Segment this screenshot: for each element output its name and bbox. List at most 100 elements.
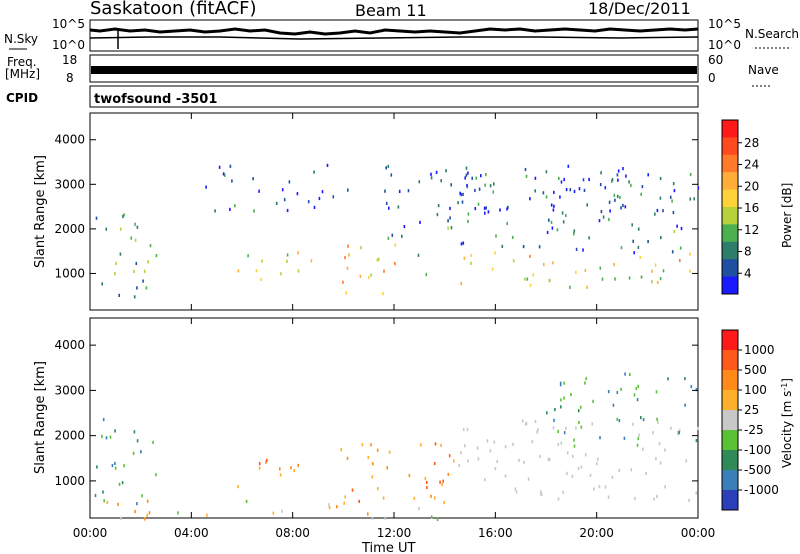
power-cell: [659, 277, 662, 281]
nsky-trace: [89, 27, 699, 36]
power-cell: [489, 184, 492, 188]
power-cell: [565, 213, 567, 218]
colorbar-segment: [722, 350, 738, 371]
velocity-cell: [376, 448, 379, 452]
velocity-cell: [695, 388, 698, 392]
velocity-cell: [476, 446, 479, 450]
velocity-cell: [237, 485, 239, 489]
power-cell: [229, 164, 232, 168]
power-cell: [275, 201, 278, 205]
velocity-cell: [279, 473, 282, 477]
power-cell: [548, 218, 550, 222]
power-cell: [286, 253, 289, 257]
power-cell: [346, 266, 349, 270]
velocity-cell: [656, 494, 658, 499]
colorbar-tick-label: -500: [744, 463, 771, 477]
power-cell: [119, 227, 122, 231]
colorbar-segment: [722, 490, 738, 511]
colorbar-segment: [722, 207, 738, 225]
power-cell: [613, 262, 615, 267]
velocity-cell: [148, 511, 151, 515]
velocity-cell: [367, 512, 369, 516]
velocity-cell: [527, 477, 530, 481]
velocity-cell: [118, 482, 121, 486]
velocity-cell: [155, 473, 157, 477]
velocity-cell: [328, 505, 331, 510]
velocity-cell: [633, 393, 636, 397]
velocity-cell: [557, 497, 560, 501]
velocity-cell: [386, 466, 388, 470]
power-cell: [631, 223, 633, 227]
velocity-colorbar: 1000 500 100 25 -25 -100 -500 -1000: [721, 329, 779, 511]
velocity-cell: [560, 398, 562, 402]
x-tick-label: 16:00: [478, 526, 513, 540]
velocity-cell: [656, 417, 658, 421]
velocity-cell: [121, 481, 124, 485]
velocity-cell: [123, 464, 125, 468]
velocity-cell: [106, 500, 109, 505]
velocity-cell: [536, 430, 538, 434]
velocity-cell: [607, 495, 610, 499]
power-cell: [457, 201, 459, 205]
velocity-cell: [136, 502, 138, 506]
velocity-cell: [336, 505, 338, 509]
power-cell: [234, 204, 236, 208]
power-cell: [440, 179, 442, 183]
power-cell: [391, 233, 394, 237]
power-cell: [600, 210, 603, 214]
power-cell: [224, 173, 226, 177]
velocity-cell: [523, 460, 525, 465]
power-cell: [461, 200, 464, 204]
power-cell: [255, 269, 258, 273]
power-cell: [545, 170, 548, 174]
power-cell: [470, 261, 472, 265]
velocity-cell: [426, 485, 428, 490]
power-cell: [573, 229, 576, 233]
velocity-cell: [573, 438, 575, 442]
velocity-cell: [585, 376, 587, 381]
freq-label: Freq.: [7, 55, 37, 69]
velocity-cell: [367, 456, 370, 460]
power-cell: [214, 209, 216, 213]
beam-title: Beam 11: [355, 1, 427, 20]
power-cell: [297, 251, 299, 255]
velocity-cell: [504, 474, 507, 478]
power-cell: [659, 176, 662, 181]
cpid-strip: CPID twofsound -3501: [6, 85, 699, 108]
velocity-cell: [152, 440, 154, 444]
power-cell: [342, 280, 344, 284]
power-cell: [620, 246, 623, 250]
power-cell: [582, 248, 584, 252]
power-cell: [485, 173, 487, 177]
power-cell: [565, 188, 568, 192]
velocity-cell: [629, 372, 631, 377]
power-cell: [95, 216, 98, 220]
velocity-cell: [559, 381, 562, 385]
power-cell: [575, 247, 578, 251]
velocity-cell: [467, 459, 469, 463]
power-cell: [588, 236, 590, 240]
nsky-bottom-tick: 10^0: [52, 38, 85, 52]
power-cell: [307, 200, 310, 204]
power-cell: [679, 246, 682, 250]
velocity-cell: [460, 451, 462, 455]
velocity-cell: [534, 419, 537, 424]
velocity-cell: [553, 418, 555, 422]
power-cell: [258, 189, 260, 193]
velocity-colorbar-label-text: Velocity [m s-1]: [780, 378, 795, 468]
power-cell: [484, 211, 486, 215]
power-cell: [403, 225, 406, 229]
velocity-cell: [557, 443, 560, 447]
velocity-cell: [577, 409, 580, 413]
power-cell: [604, 186, 607, 190]
power-cell: [601, 277, 604, 281]
cpid-frame: [89, 85, 699, 108]
time-axis-ticks: 00:00 04:00 08:00 12:00 16:00 20:00 00:00: [73, 526, 716, 540]
power-cell: [332, 195, 335, 199]
colorbar-segment: [722, 430, 738, 451]
power-cell: [401, 234, 403, 238]
velocity-cell: [670, 426, 672, 430]
nsearch-top-tick: 10^5: [708, 17, 741, 31]
velocity-cell: [265, 460, 267, 464]
velocity-cell: [678, 428, 681, 433]
